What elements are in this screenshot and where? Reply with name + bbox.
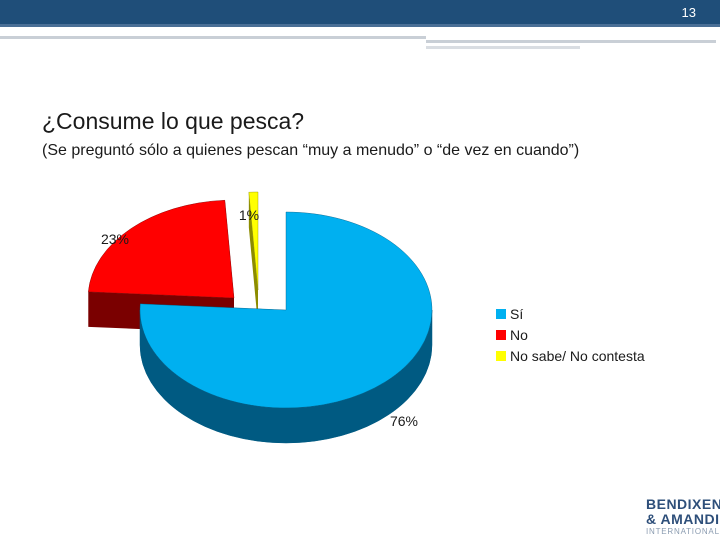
company-logo: BENDIXEN & AMANDI INTERNATIONAL: [646, 497, 720, 536]
legend-item-ns-nc: No sabe/ No contesta: [496, 345, 645, 366]
slide-subtitle: (Se preguntó sólo a quienes pescan “muy …: [42, 142, 580, 159]
legend-label-si: Sí: [510, 305, 524, 322]
chart-legend: Sí No No sabe/ No contesta: [496, 303, 645, 366]
legend-label-ns-nc: No sabe/ No contesta: [510, 347, 645, 364]
legend-swatch-si: [496, 308, 506, 319]
header-bar: [0, 0, 720, 24]
pie-slice-si: [139, 211, 433, 409]
header-divider: [0, 24, 720, 27]
legend-item-si: Sí: [496, 303, 645, 324]
pie-slice-no: [88, 199, 235, 299]
header-rule-left: [0, 36, 426, 39]
legend-item-no: No: [496, 324, 645, 345]
page-number: 13: [681, 5, 696, 20]
data-label-no-sabe-no-contesta: 1%: [239, 207, 259, 223]
legend-label-no: No: [510, 326, 528, 343]
logo-line-3: INTERNATIONAL: [646, 527, 720, 536]
pie-face-no-sabe-no-contesta-0: [248, 192, 258, 325]
data-label-si: 76%: [390, 413, 418, 429]
logo-line-2: & AMANDI: [646, 511, 720, 527]
header-rule-right: [426, 40, 716, 43]
logo-line-1: BENDIXEN: [646, 496, 720, 512]
legend-swatch-no: [496, 329, 506, 340]
pie-slice-no-sabe-no-contesta: [248, 191, 259, 291]
slide-title: ¿Consume lo que pesca?: [42, 108, 305, 134]
legend-swatch-ns-nc: [496, 350, 506, 361]
data-label-no: 23%: [101, 231, 129, 247]
header-rule-short: [426, 46, 580, 49]
